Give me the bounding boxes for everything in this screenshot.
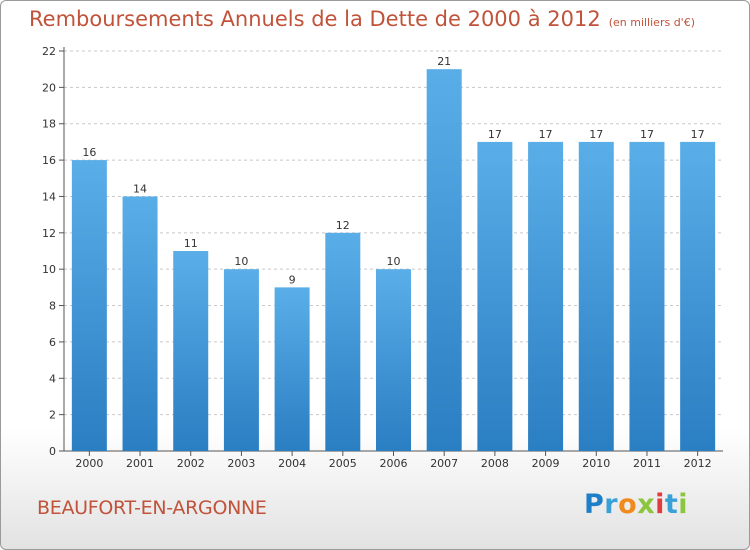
x-tick-label: 2004	[278, 457, 306, 470]
bar	[629, 141, 665, 451]
bar	[376, 269, 411, 451]
x-tick-label: 2007	[430, 457, 458, 470]
x-tick-label: 2010	[582, 457, 610, 470]
bar	[173, 251, 209, 451]
x-tick-label: 2012	[684, 457, 712, 470]
x-tick-label: 2009	[532, 457, 560, 470]
bar	[578, 141, 614, 451]
y-tick-label: 6	[49, 336, 56, 349]
proxiti-logo: Proxiti	[584, 489, 688, 520]
x-tick-label: 2005	[329, 457, 357, 470]
bar	[325, 232, 361, 451]
data-label: 10	[387, 255, 401, 268]
y-tick-label: 16	[42, 154, 56, 167]
bar	[274, 287, 310, 451]
y-tick-label: 20	[42, 81, 56, 94]
y-tick-label: 0	[49, 445, 56, 458]
y-tick-label: 12	[42, 227, 56, 240]
logo-letter: i	[678, 489, 689, 520]
data-label: 10	[234, 255, 248, 268]
data-label: 9	[289, 273, 296, 286]
bar	[122, 196, 158, 451]
data-label: 17	[589, 128, 603, 141]
bar	[223, 269, 259, 451]
chart-title-text: Remboursements Annuels de la Dette de 20…	[29, 7, 601, 31]
data-label: 11	[184, 237, 198, 250]
y-tick-label: 18	[42, 118, 56, 131]
unit-note: (en milliers d'€)	[608, 16, 695, 29]
data-label: 12	[336, 219, 350, 232]
y-tick-label: 8	[49, 300, 56, 313]
y-tick-label: 14	[42, 190, 56, 203]
x-tick-label: 2011	[633, 457, 661, 470]
x-tick-label: 2003	[227, 457, 255, 470]
x-tick-label: 2006	[380, 457, 408, 470]
bar	[528, 141, 564, 451]
data-label: 17	[640, 128, 654, 141]
data-label: 14	[133, 182, 147, 195]
x-tick-label: 2001	[126, 457, 154, 470]
data-label: 17	[691, 128, 705, 141]
y-tick-label: 10	[42, 263, 56, 276]
bar	[477, 141, 513, 451]
data-label: 16	[82, 146, 96, 159]
logo-letter: x	[637, 489, 656, 520]
data-label: 21	[437, 55, 451, 68]
bar	[426, 69, 462, 451]
commune-name: BEAUFORT-EN-ARGONNE	[37, 497, 267, 519]
x-tick-label: 2008	[481, 457, 509, 470]
data-label: 17	[539, 128, 553, 141]
bar	[680, 141, 716, 451]
chart-title: Remboursements Annuels de la Dette de 20…	[29, 7, 695, 31]
x-tick-label: 2000	[75, 457, 103, 470]
data-label: 17	[488, 128, 502, 141]
bar	[71, 160, 107, 451]
logo-letter: t	[664, 489, 679, 520]
y-tick-label: 22	[42, 45, 56, 58]
x-tick-label: 2002	[177, 457, 205, 470]
logo-letter: o	[618, 489, 638, 520]
y-tick-label: 2	[49, 409, 56, 422]
y-tick-label: 4	[49, 372, 56, 385]
logo-letter: r	[604, 489, 619, 520]
logo-letter: i	[655, 489, 665, 520]
logo-letter: P	[584, 489, 605, 520]
